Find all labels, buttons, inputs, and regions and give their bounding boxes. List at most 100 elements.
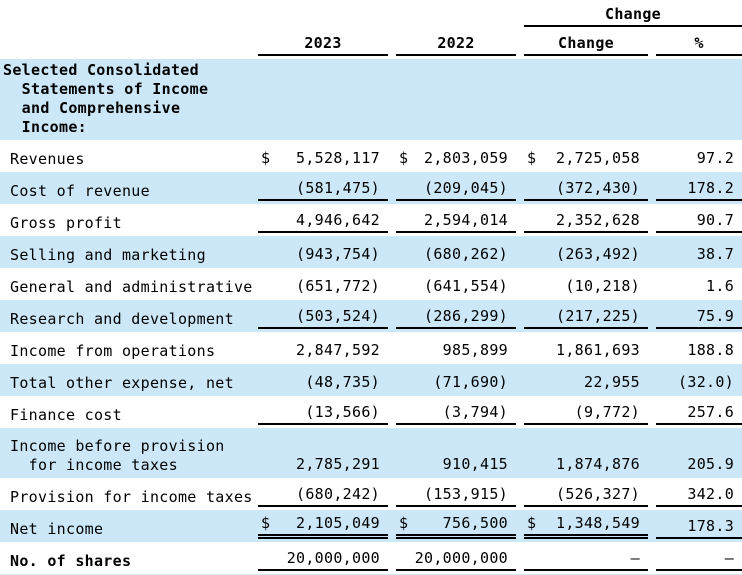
col-header-change: Change — [524, 30, 648, 59]
cell-value: (10,218) — [565, 277, 640, 295]
value-cell: 20,000,000 — [396, 542, 516, 574]
cell-value: 2,785,291 — [296, 455, 380, 473]
cell-value: (48,735) — [305, 373, 380, 391]
value-cell: (263,492) — [524, 236, 648, 268]
value-cell: (10,218) — [524, 268, 648, 300]
value-cell: (641,554) — [396, 268, 516, 300]
row-label: Total other expense, net — [0, 364, 258, 396]
cell-value: 5,528,117 — [296, 149, 380, 167]
value-cell: (217,225) — [524, 300, 648, 332]
value-cell: (32.0) — [656, 364, 742, 396]
cell-value: 38.7 — [696, 245, 735, 263]
value-cell: 178.3 — [656, 510, 742, 542]
column-header-row: 2023 2022 Change % — [0, 30, 742, 59]
cell-value: (651,772) — [296, 277, 380, 295]
cell-value: 257.6 — [687, 403, 735, 421]
table-row-general-administrative: General and administrative (651,772) (64… — [0, 268, 742, 300]
value-cell: 2,785,291 — [258, 428, 388, 478]
value-cell: 2,847,592 — [258, 332, 388, 364]
row-label: Cost of revenue — [0, 172, 258, 204]
row-label: Selling and marketing — [0, 236, 258, 268]
column-gap — [388, 30, 396, 59]
cell-value: 342.0 — [687, 485, 735, 503]
row-label: Provision for income taxes — [10, 488, 253, 506]
cell-value: 1,348,549 — [556, 514, 640, 532]
row-label: General and administrative — [10, 278, 253, 296]
cell-value: 205.9 — [687, 455, 735, 473]
cell-value: (9,772) — [574, 403, 640, 421]
value-cell: — — [524, 542, 648, 574]
row-label: No. of shares — [10, 552, 132, 570]
column-gap — [648, 30, 656, 59]
value-cell: (372,430) — [524, 172, 648, 204]
table-row-selling-marketing: Selling and marketing (943,754) (680,262… — [0, 236, 742, 268]
cell-value: — — [630, 549, 640, 567]
value-cell: (3,794) — [396, 396, 516, 428]
header-spacer — [0, 0, 524, 30]
value-cell: (943,754) — [258, 236, 388, 268]
cell-value: 20,000,000 — [414, 549, 508, 567]
value-cell: $5,528,117 — [258, 140, 388, 172]
value-cell: $2,105,049 — [258, 510, 388, 542]
value-cell: (680,262) — [396, 236, 516, 268]
currency-symbol: $ — [399, 514, 409, 532]
value-cell: 97.2 — [656, 140, 742, 172]
row-label: Income from operations — [10, 342, 216, 360]
value-cell: 22,955 — [524, 364, 648, 396]
value-cell: $756,500 — [396, 510, 516, 542]
value-cell: 4,946,642 — [258, 204, 388, 236]
row-label: Gross profit — [10, 214, 122, 232]
cell-value: 2,105,049 — [296, 514, 380, 532]
cell-value: — — [724, 549, 735, 567]
value-cell: $2,803,059 — [396, 140, 516, 172]
cell-value: (32.0) — [678, 373, 735, 391]
currency-symbol: $ — [261, 149, 271, 167]
table-row-cost-of-revenue: Cost of revenue (581,475) (209,045) (372… — [0, 172, 742, 204]
row-label: Income before provision for income taxes — [0, 428, 258, 478]
section-title: Selected Consolidated Statements of Inco… — [0, 59, 258, 140]
cell-value: (209,045) — [424, 179, 508, 197]
cell-value: 188.8 — [687, 341, 735, 359]
value-cell: $2,725,058 — [524, 140, 648, 172]
value-cell: 2,352,628 — [524, 204, 648, 236]
table-row-income-from-operations: Income from operations 2,847,592 985,899… — [0, 332, 742, 364]
cell-value: 2,594,014 — [424, 211, 508, 229]
currency-symbol: $ — [527, 514, 537, 532]
change-group-label: Change — [524, 5, 742, 27]
table-row-research-development: Research and development (503,524) (286,… — [0, 300, 742, 332]
cell-value: 4,946,642 — [296, 211, 380, 229]
cell-value: 2,803,059 — [424, 149, 508, 167]
value-cell: 257.6 — [656, 396, 742, 428]
table-row-revenues: Revenues $5,528,117 $2,803,059 $2,725,05… — [0, 140, 742, 172]
value-cell: 985,899 — [396, 332, 516, 364]
table-row-net-income: Net income $2,105,049 $756,500 $1,348,54… — [0, 510, 742, 542]
table-row-gross-profit: Gross profit 4,946,642 2,594,014 2,352,6… — [0, 204, 742, 236]
cell-value: 985,899 — [442, 341, 508, 359]
cell-value: 1.6 — [706, 277, 735, 295]
cell-value: (372,430) — [556, 179, 640, 197]
cell-value: 20,000,000 — [286, 549, 380, 567]
value-cell: $1,348,549 — [524, 510, 648, 542]
cell-value: (263,492) — [556, 245, 640, 263]
value-cell: (209,045) — [396, 172, 516, 204]
currency-symbol: $ — [399, 149, 409, 167]
row-label: Revenues — [10, 150, 85, 168]
value-cell: (680,242) — [258, 478, 388, 510]
cell-value: (217,225) — [556, 307, 640, 325]
cell-value: 910,415 — [442, 455, 508, 473]
value-cell: 2,594,014 — [396, 204, 516, 236]
value-cell: (526,327) — [524, 478, 648, 510]
value-cell: 90.7 — [656, 204, 742, 236]
cell-value: (71,690) — [433, 373, 508, 391]
value-cell: (153,915) — [396, 478, 516, 510]
column-gap — [516, 30, 524, 59]
value-cell: 1.6 — [656, 268, 742, 300]
cell-value: 178.2 — [687, 179, 735, 197]
cell-value: (286,299) — [424, 307, 508, 325]
cell-value: (3,794) — [442, 403, 508, 421]
value-cell: 188.8 — [656, 332, 742, 364]
cell-value: 75.9 — [696, 307, 735, 325]
value-cell: — — [656, 542, 742, 574]
col-header-2023: 2023 — [258, 30, 388, 59]
